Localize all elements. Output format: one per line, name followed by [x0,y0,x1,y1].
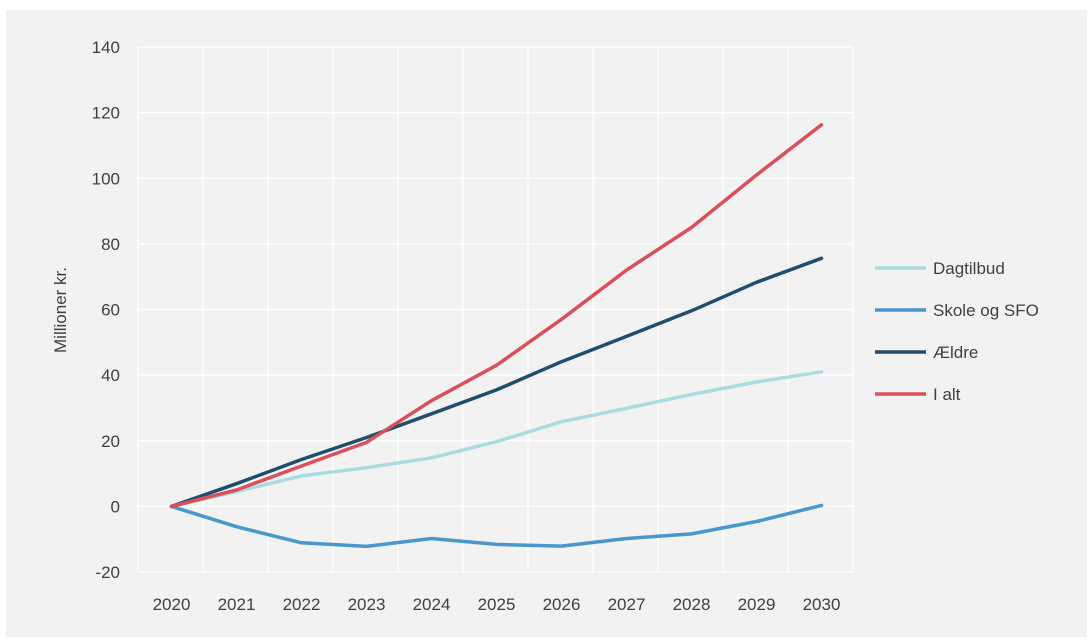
x-tick-label: 2029 [738,595,776,614]
y-tick-label: 120 [92,104,120,123]
y-tick-label: 20 [101,432,120,451]
x-tick-label: 2027 [608,595,646,614]
y-tick-label: 140 [92,38,120,57]
horizontal-gridlines [138,46,853,573]
x-tick-label: 2024 [413,595,451,614]
y-tick-label: 100 [92,169,120,188]
legend-label: Skole og SFO [933,301,1039,320]
x-tick-label: 2025 [478,595,516,614]
series-line-1 [169,503,824,549]
chart-frame [6,10,1087,637]
y-tick-label: 60 [101,301,120,320]
legend-label: I alt [933,385,961,404]
x-tick-label: 2022 [283,595,321,614]
x-tick-label: 2030 [803,595,841,614]
x-axis-tick-labels: 2020 2021 2022 2023 2024 2025 2026 2027 2028 2029… [153,595,841,614]
legend: Dagtilbud Skole og SFO Ældre I alt [875,259,1039,404]
y-axis-tick-labels: -20 0 20 40 60 80 100 120 140 [92,38,120,582]
legend-label: Ældre [933,343,978,362]
y-axis-label: Millioner kr. [51,267,70,353]
x-tick-label: 2028 [673,595,711,614]
x-tick-label: 2026 [543,595,581,614]
x-tick-label: 2021 [218,595,256,614]
y-tick-label: -20 [95,563,120,582]
series-line-0 [169,370,824,509]
legend-label: Dagtilbud [933,259,1005,278]
y-tick-label: 0 [111,497,120,516]
series-line-3 [169,123,824,509]
x-tick-label: 2023 [348,595,386,614]
series-lines [169,123,824,549]
y-tick-label: 40 [101,366,120,385]
y-tick-label: 80 [101,235,120,254]
x-tick-label: 2020 [153,595,191,614]
series-line-2 [169,256,824,509]
